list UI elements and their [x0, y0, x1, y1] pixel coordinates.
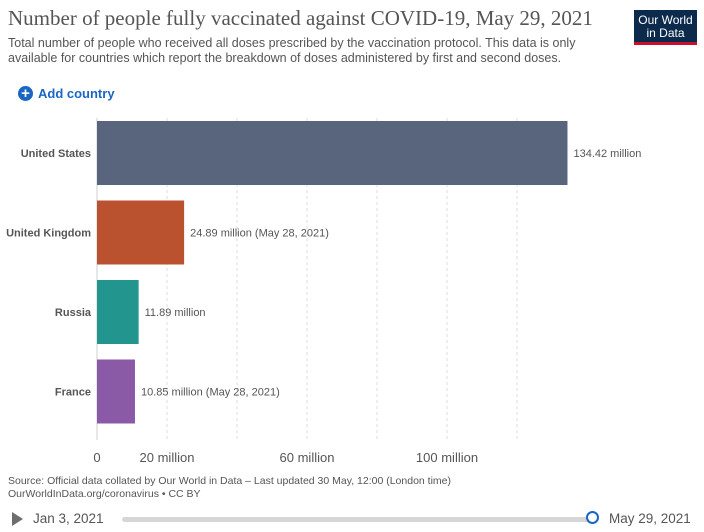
bar [97, 200, 185, 265]
owid-logo[interactable]: Our World in Data [634, 10, 697, 45]
chart-subtitle: Total number of people who received all … [8, 36, 576, 65]
source-line-1: Source: Official data collated by Our Wo… [8, 475, 451, 487]
value-label: 11.89 million [145, 307, 206, 319]
value-label: 10.85 million (May 28, 2021) [141, 387, 280, 399]
logo-line-1: Our World [638, 13, 693, 27]
add-country-label: Add country [38, 85, 115, 101]
add-country-button[interactable]: + Add country [18, 84, 115, 102]
timeline-end-date: May 29, 2021 [609, 511, 691, 526]
timeline-track[interactable] [122, 517, 592, 522]
chart-title: Number of people fully vaccinated agains… [8, 6, 593, 30]
timeline-control: Jan 3, 2021 May 29, 2021 [0, 506, 704, 532]
bar [97, 359, 135, 424]
x-tick-label: 100 million [416, 450, 478, 465]
ticks-layer: 0 20 million 60 million 100 million [93, 450, 478, 465]
plus-circle-icon: + [18, 85, 33, 101]
timeline-handle[interactable] [585, 511, 599, 524]
labels-layer: United States 134.42 million United Kingdo… [6, 148, 641, 399]
timeline-start-date: Jan 3, 2021 [33, 511, 104, 526]
x-tick-label: 0 [93, 450, 100, 465]
category-label: Russia [55, 307, 92, 319]
bar [97, 121, 568, 185]
category-label: United States [21, 148, 91, 160]
bar-chart: United States 134.42 million United Kingdo… [6, 118, 641, 465]
bars-layer [97, 121, 568, 424]
category-label: United Kingdom [6, 228, 91, 240]
logo-line-2: in Data [646, 26, 685, 40]
source-line-2: OurWorldInData.org/coronavirus • CC BY [8, 488, 201, 500]
bar [97, 280, 139, 344]
x-tick-label: 60 million [280, 450, 335, 465]
play-icon[interactable] [12, 512, 23, 526]
source-note: Source: Official data collated by Our Wo… [8, 475, 451, 501]
category-label: France [55, 387, 91, 399]
x-tick-label: 20 million [140, 450, 195, 465]
value-label: 24.89 million (May 28, 2021) [190, 228, 329, 240]
value-label: 134.42 million [573, 148, 641, 160]
